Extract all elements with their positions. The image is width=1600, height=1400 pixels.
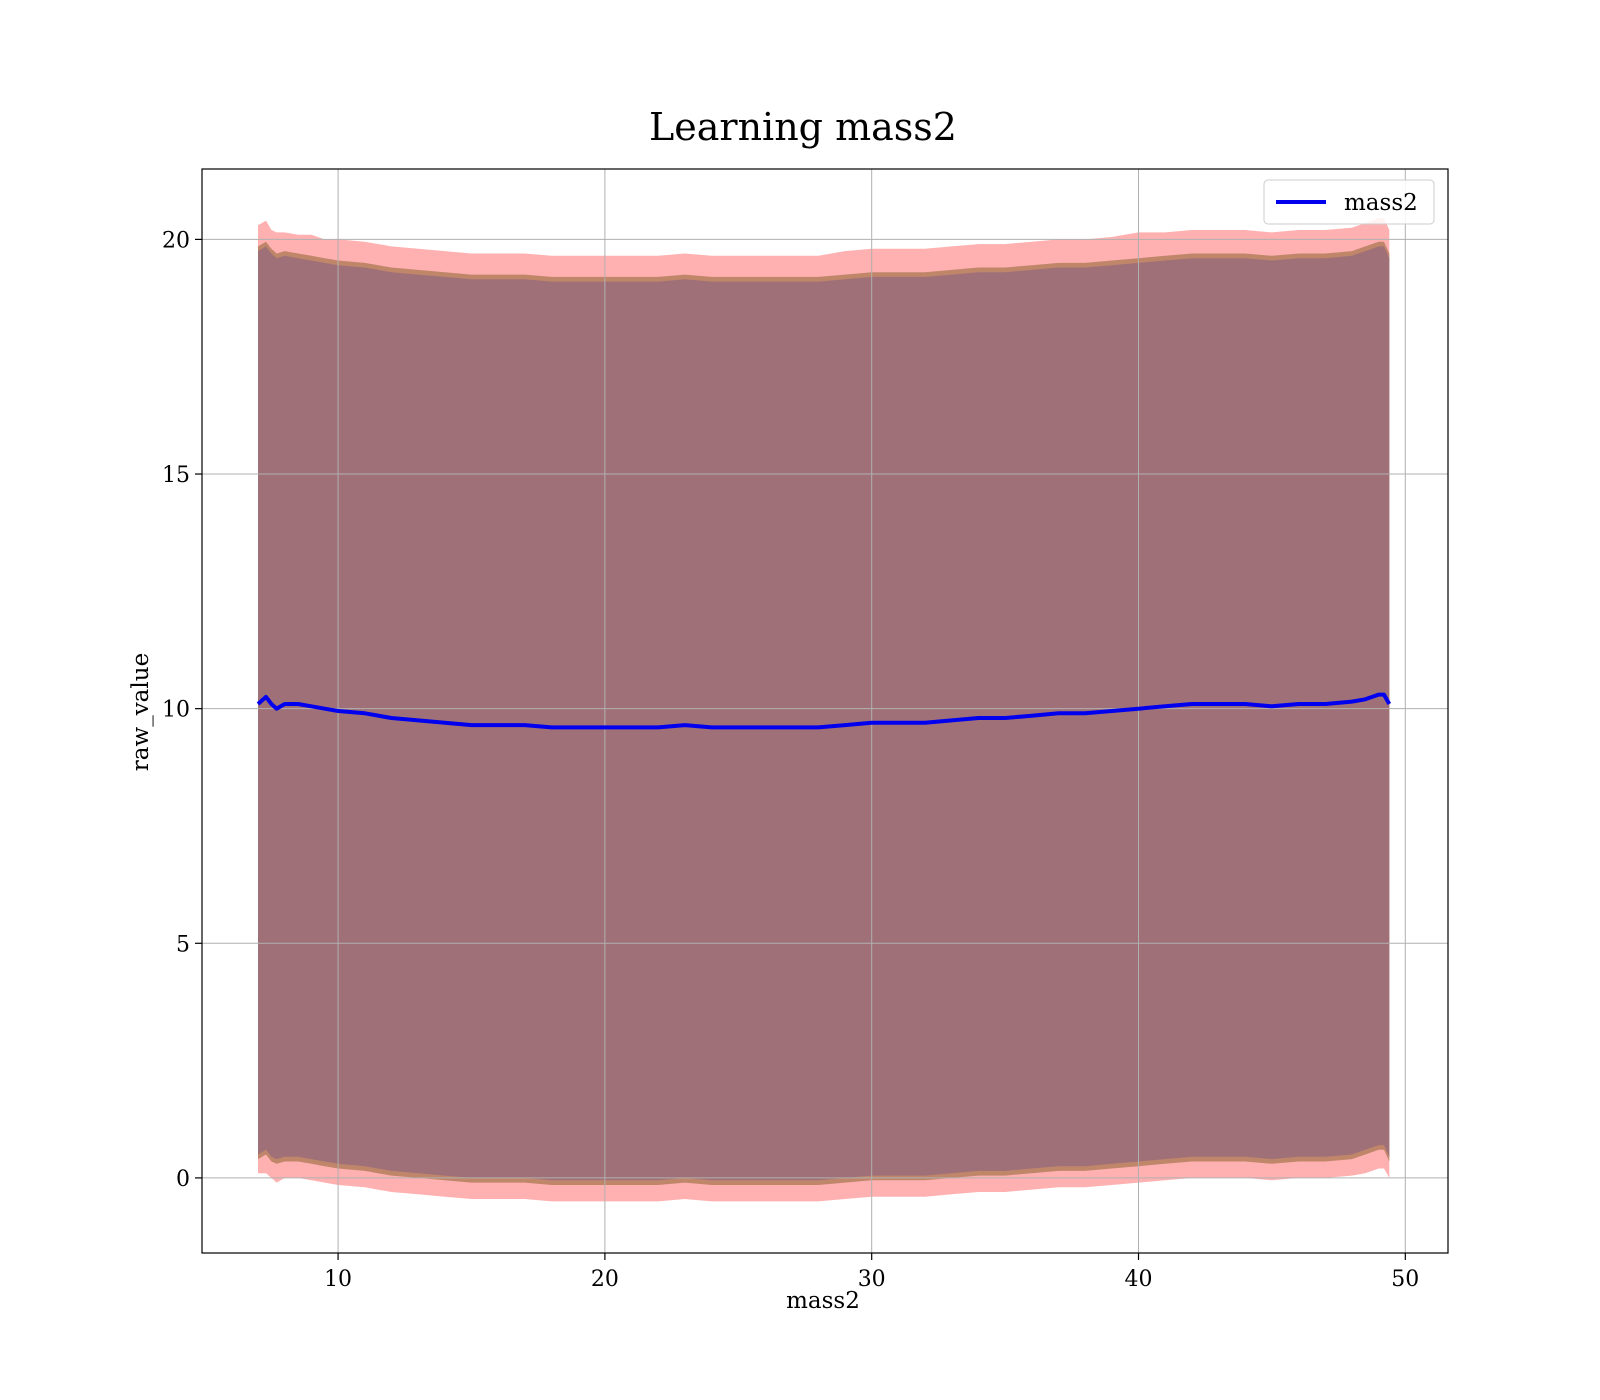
series-line-mass2 [256,692,1392,730]
y-tick-label-10: 10 [162,698,190,723]
confidence-bands [258,218,1390,1202]
plot-frame [201,168,1449,1254]
legend-entry-mass2: mass2 [1344,190,1418,216]
legend-box [1263,179,1435,225]
y-tick-label-0: 0 [176,1167,190,1192]
x-tick-label-20: 20 [591,1267,619,1292]
grid-lines [202,169,1448,1253]
y-tick-label-20: 20 [162,228,190,253]
y-tick-label-5: 5 [176,932,190,957]
x-tick-label-50: 50 [1391,1267,1419,1292]
y-tick-label-15: 15 [162,463,190,488]
chart-title: Learning mass2 [649,105,957,149]
x-tick-label-40: 40 [1125,1267,1153,1292]
legend: mass2 [1263,179,1435,225]
inner-band [258,246,1390,1181]
y-axis-label: raw_value [128,653,154,771]
series-lines [256,692,1392,730]
x-axis-label: mass2 [786,1288,860,1314]
x-tick-label-30: 30 [858,1267,886,1292]
x-tick-label-10: 10 [324,1267,352,1292]
y-axis-ticks: 0 5 10 15 20 [162,228,202,1192]
x-axis-ticks: 10 20 30 40 50 [324,1253,1419,1292]
